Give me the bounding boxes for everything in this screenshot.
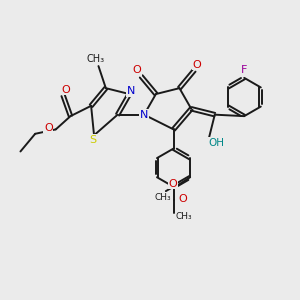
Text: O: O: [132, 65, 141, 76]
Text: F: F: [241, 65, 247, 76]
Text: O: O: [193, 60, 202, 70]
Text: O: O: [62, 85, 70, 94]
Text: N: N: [127, 86, 135, 96]
Text: CH₃: CH₃: [154, 193, 171, 202]
Text: N: N: [140, 110, 148, 120]
Text: S: S: [89, 135, 96, 145]
Text: OH: OH: [208, 138, 224, 148]
Text: O: O: [44, 123, 53, 133]
Text: CH₃: CH₃: [86, 54, 105, 64]
Text: O: O: [178, 194, 187, 204]
Text: CH₃: CH₃: [176, 212, 192, 221]
Text: O: O: [169, 179, 177, 189]
